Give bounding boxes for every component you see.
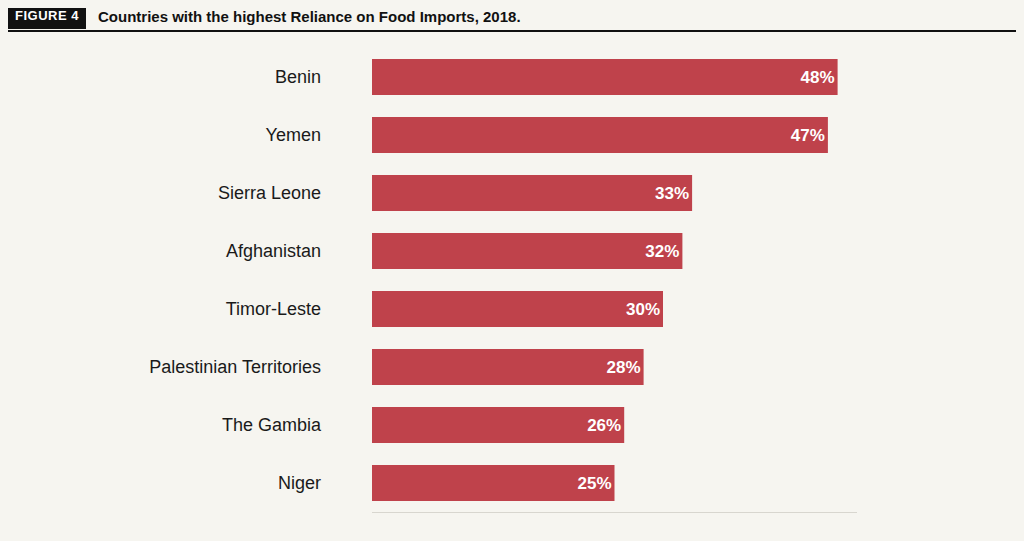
html-text:Countries with the highest Rel: Countries with the highest Reliance on F… — [98, 8, 521, 25]
svg-text:26%: 26% — [587, 416, 621, 435]
svg-text:47%: 47% — [791, 126, 825, 145]
svg-text:32%: 32% — [645, 242, 679, 261]
svg-text:Yemen: Yemen — [266, 125, 321, 145]
svg-text:25%: 25% — [577, 474, 611, 493]
svg-text:28%: 28% — [607, 358, 641, 377]
svg-text:Sierra Leone: Sierra Leone — [218, 183, 321, 203]
svg-text:Palestinian Territories: Palestinian Territories — [149, 357, 321, 377]
svg-text:30%: 30% — [626, 300, 660, 319]
svg-text:Niger: Niger — [278, 473, 321, 493]
svg-text:Benin: Benin — [275, 67, 321, 87]
svg-text:The Gambia: The Gambia — [222, 415, 322, 435]
svg-text:Afghanistan: Afghanistan — [226, 241, 321, 261]
svg-text:33%: 33% — [655, 184, 689, 203]
svg-text:48%: 48% — [801, 68, 835, 87]
svg-text:Timor-Leste: Timor-Leste — [226, 299, 321, 319]
html-text:FIGURE 4: FIGURE 4 — [15, 8, 79, 23]
